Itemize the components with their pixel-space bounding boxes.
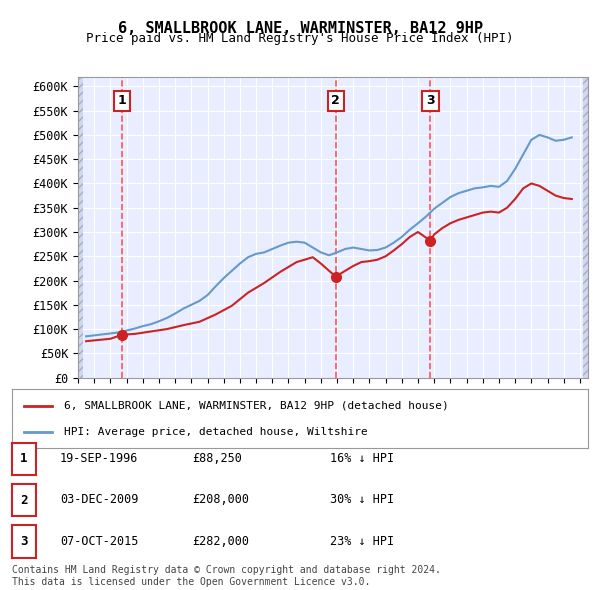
Text: 16% ↓ HPI: 16% ↓ HPI xyxy=(330,452,394,465)
Text: 30% ↓ HPI: 30% ↓ HPI xyxy=(330,493,394,506)
Bar xyxy=(78,77,83,378)
Text: HPI: Average price, detached house, Wiltshire: HPI: Average price, detached house, Wilt… xyxy=(64,427,368,437)
Text: 6, SMALLBROOK LANE, WARMINSTER, BA12 9HP (detached house): 6, SMALLBROOK LANE, WARMINSTER, BA12 9HP… xyxy=(64,401,449,411)
Text: Price paid vs. HM Land Registry's House Price Index (HPI): Price paid vs. HM Land Registry's House … xyxy=(86,32,514,45)
Text: 03-DEC-2009: 03-DEC-2009 xyxy=(60,493,139,506)
Text: 6, SMALLBROOK LANE, WARMINSTER, BA12 9HP: 6, SMALLBROOK LANE, WARMINSTER, BA12 9HP xyxy=(118,21,482,35)
Text: £88,250: £88,250 xyxy=(192,452,242,465)
Text: 2: 2 xyxy=(20,493,28,507)
Text: £208,000: £208,000 xyxy=(192,493,249,506)
Text: 1: 1 xyxy=(20,452,28,466)
Text: 3: 3 xyxy=(426,94,435,107)
Bar xyxy=(583,77,588,378)
Text: 3: 3 xyxy=(20,535,28,548)
Text: 19-SEP-1996: 19-SEP-1996 xyxy=(60,452,139,465)
Text: 23% ↓ HPI: 23% ↓ HPI xyxy=(330,535,394,548)
Text: Contains HM Land Registry data © Crown copyright and database right 2024.
This d: Contains HM Land Registry data © Crown c… xyxy=(12,565,441,587)
Text: £282,000: £282,000 xyxy=(192,535,249,548)
Text: 07-OCT-2015: 07-OCT-2015 xyxy=(60,535,139,548)
Text: 1: 1 xyxy=(118,94,127,107)
Text: 2: 2 xyxy=(331,94,340,107)
